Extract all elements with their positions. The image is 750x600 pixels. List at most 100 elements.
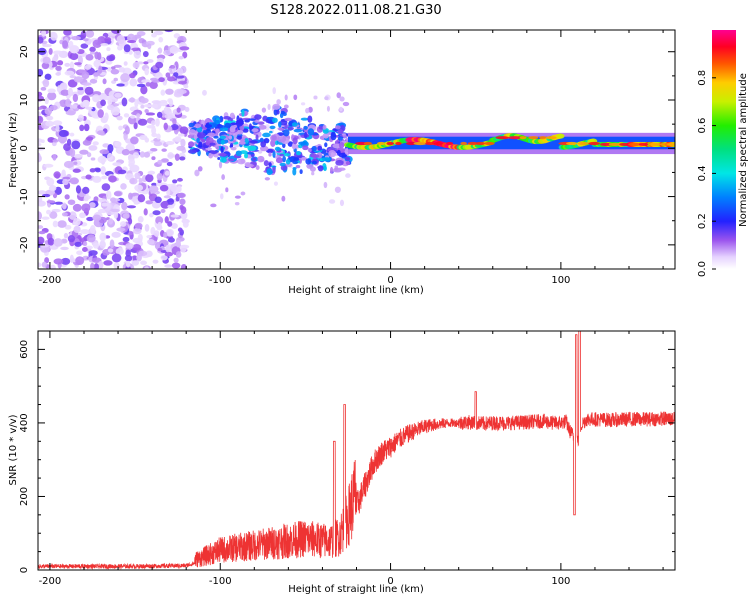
noise-blob (105, 190, 112, 200)
noise-blob (160, 89, 166, 96)
noise-blob (178, 55, 184, 60)
snr-ytick-label: 400 (19, 413, 30, 432)
noise-blob (73, 76, 84, 83)
noise-blob (137, 118, 148, 126)
scatter-blob (234, 201, 240, 206)
noise-blob (163, 106, 170, 115)
noise-blob (79, 212, 86, 219)
noise-blob (79, 124, 85, 132)
noise-blob (147, 170, 156, 175)
noise-blob (127, 40, 137, 44)
colorbar-tick-label: 0.6 (697, 118, 708, 134)
noise-blob (123, 61, 128, 66)
multipath-blob (219, 135, 227, 140)
noise-blob (55, 65, 62, 71)
colorbar-gradient (712, 30, 736, 269)
noise-blob (103, 260, 113, 266)
multipath-blob (187, 149, 197, 154)
noise-blob (165, 141, 175, 145)
multipath-blob (268, 162, 272, 168)
noise-blob (80, 229, 90, 235)
noise-blob (125, 260, 131, 268)
noise-blob (172, 179, 178, 184)
noise-blob (38, 106, 44, 111)
noise-blob (128, 192, 133, 200)
scatter-blob (305, 107, 310, 114)
noise-blob (153, 230, 160, 237)
noise-blob (128, 217, 133, 225)
noise-blob (114, 92, 122, 98)
noise-blob (69, 177, 80, 185)
noise-blob (57, 220, 67, 228)
noise-blob (140, 104, 145, 109)
noise-blob (45, 120, 55, 127)
noise-blob (111, 30, 121, 34)
noise-blob (72, 203, 82, 212)
multipath-blob (258, 124, 267, 130)
scatter-blob (257, 149, 263, 154)
noise-blob (149, 212, 154, 218)
noise-blob (72, 168, 81, 173)
band-hotspot (413, 141, 427, 146)
noise-blob (41, 261, 47, 268)
multipath-blob (248, 123, 253, 131)
colorbar-tick-label: 0.4 (697, 165, 708, 181)
noise-blob (133, 227, 142, 235)
multipath-blob (240, 158, 245, 164)
noise-blob (38, 95, 45, 102)
noise-blob (92, 141, 99, 146)
multipath-blob (252, 157, 257, 161)
band-hotspot (588, 141, 601, 146)
noise-blob (110, 208, 120, 213)
multipath-blob (276, 109, 280, 115)
band-hotspot (475, 141, 486, 146)
multipath-blob (210, 150, 218, 154)
noise-blob (72, 218, 81, 226)
noise-blob (163, 195, 171, 199)
multipath-blob (292, 160, 299, 165)
noise-blob (176, 107, 181, 113)
multipath-blob (242, 128, 249, 133)
noise-blob (98, 92, 108, 102)
noise-blob (145, 250, 153, 258)
multipath-blob (261, 107, 267, 113)
noise-blob (46, 200, 56, 204)
band-hotspot (619, 142, 632, 147)
scatter-blob (264, 124, 270, 131)
snr-panel: -200 -100 0 100 0 200 400 600 Height of straigh… (8, 330, 676, 595)
noise-blob (64, 194, 70, 200)
noise-blob (82, 99, 90, 107)
noise-blob (63, 160, 74, 169)
band-hotspot (484, 141, 495, 146)
noise-blob (121, 97, 128, 107)
noise-blob (133, 122, 138, 130)
noise-blob (102, 78, 107, 85)
multipath-blob (213, 135, 219, 139)
multipath-blob (266, 168, 273, 176)
noise-blob (98, 65, 103, 74)
noise-blob (150, 120, 156, 126)
noise-blob (177, 192, 186, 199)
scatter-blob (342, 101, 350, 107)
multipath-blob (265, 118, 270, 123)
scatter-blob (197, 166, 203, 172)
multipath-blob (268, 130, 273, 134)
noise-blob (44, 73, 52, 81)
noise-blob (107, 143, 114, 153)
multipath-blob (336, 149, 341, 156)
multipath-blob (301, 156, 307, 161)
noise-blob (38, 230, 46, 235)
multipath-blob (216, 146, 220, 150)
noise-blob (48, 47, 53, 55)
noise-blob (57, 60, 64, 66)
noise-blob (47, 91, 57, 101)
colorbar-ticks: 0.0 0.2 0.4 0.6 0.8 (697, 70, 716, 277)
noise-blob (152, 259, 159, 264)
noise-blob (38, 196, 43, 203)
multipath-blob (295, 165, 301, 169)
multipath-blob (322, 129, 329, 134)
noise-blob (159, 101, 168, 107)
noise-blob (84, 64, 92, 70)
noise-blob (149, 81, 158, 90)
